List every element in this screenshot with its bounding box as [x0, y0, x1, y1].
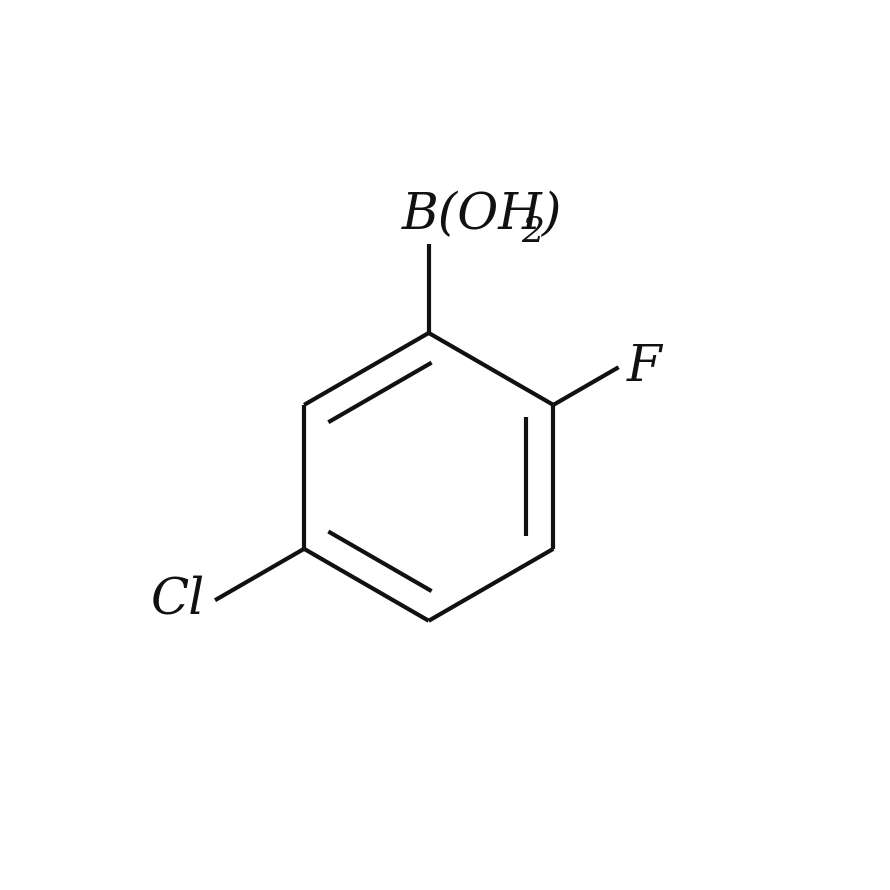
Text: F: F	[627, 343, 661, 392]
Text: Cl: Cl	[150, 576, 205, 625]
Text: 2: 2	[522, 214, 544, 248]
Text: B(OH): B(OH)	[401, 191, 562, 240]
